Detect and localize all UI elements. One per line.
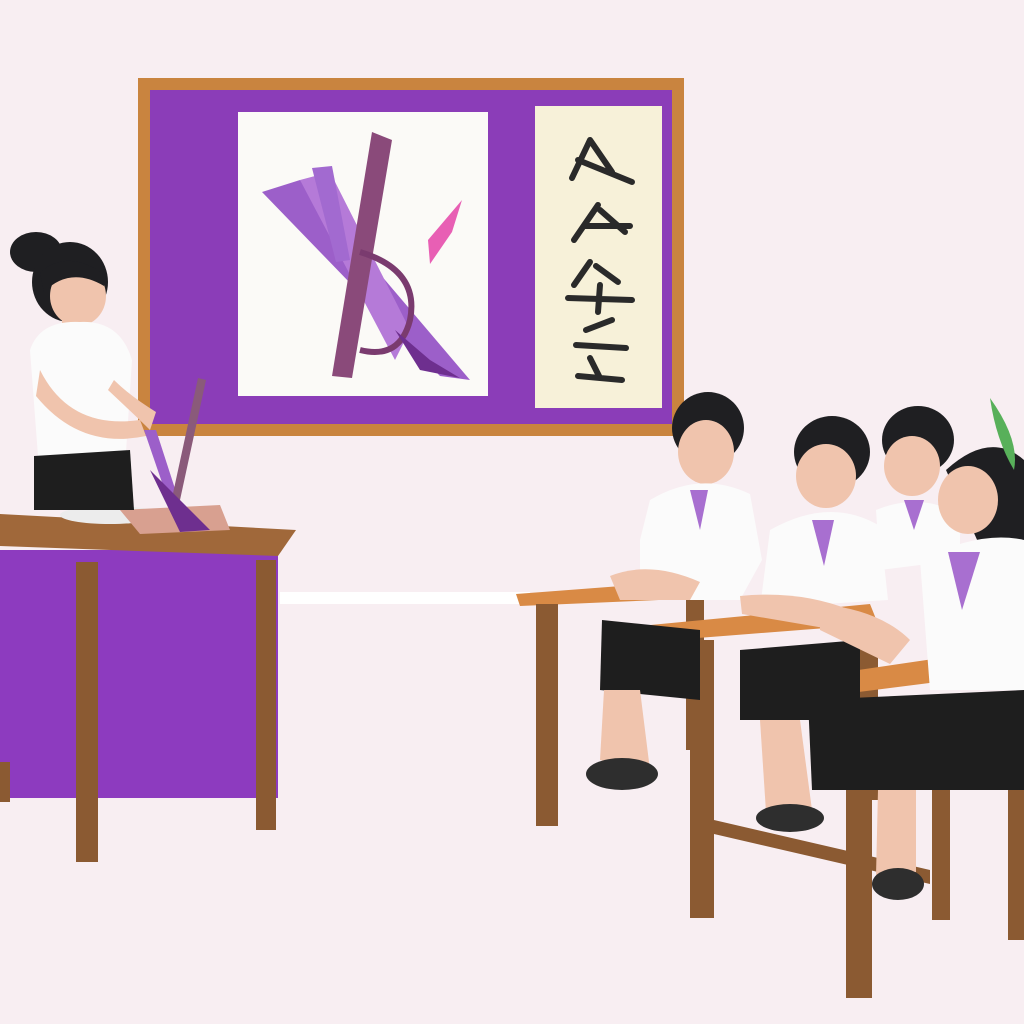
wall-rail xyxy=(280,592,530,604)
plant-leaf xyxy=(990,398,1015,470)
display-board xyxy=(138,78,684,436)
student-3 xyxy=(876,406,960,570)
ink-character-icon xyxy=(565,137,635,383)
teacher xyxy=(10,232,210,532)
students xyxy=(586,392,1024,900)
student-1 xyxy=(586,392,762,790)
podium xyxy=(0,505,296,862)
student-4 xyxy=(808,447,1024,900)
calligraphy-brush-icon xyxy=(262,132,470,380)
